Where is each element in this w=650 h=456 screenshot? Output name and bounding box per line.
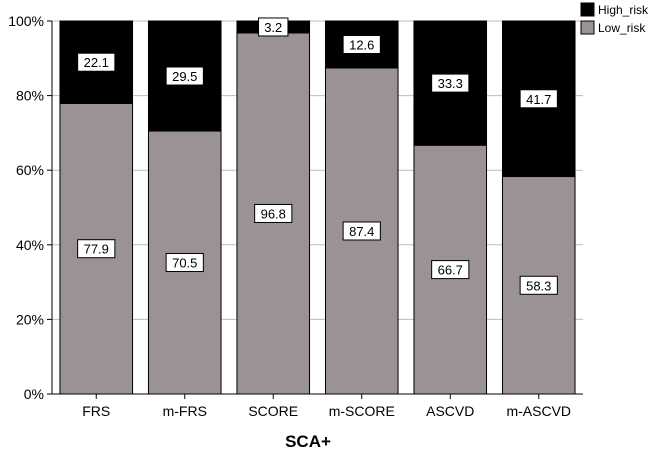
- data-labels: 77.9 22.1 70.5 29.5 96.8 3.2 87.4 12.6 66.7 33.3 5…: [77, 17, 558, 295]
- y-tick-label: 0%: [24, 386, 44, 402]
- data-label-box: [519, 275, 558, 295]
- x-axis: FRS m-FRS SCORE m-SCORE ASCVD m-ASCVD: [52, 393, 583, 419]
- x-tick-label: m-FRS: [163, 403, 207, 419]
- data-label: 96.8: [261, 206, 286, 221]
- data-label-box: [77, 52, 116, 72]
- data-label: 77.9: [84, 242, 109, 257]
- x-tick-label: m-ASCVD: [506, 403, 571, 419]
- data-label: 22.1: [84, 55, 109, 70]
- data-label: 66.7: [438, 263, 463, 278]
- data-label-box: [165, 253, 204, 273]
- y-tick-label: 100%: [8, 13, 44, 29]
- y-tick-label: 20%: [16, 311, 44, 327]
- legend-label: High_risk: [598, 3, 649, 17]
- data-label-box: [342, 221, 381, 241]
- data-label: 41.7: [526, 92, 551, 107]
- data-label: 3.2: [264, 20, 282, 35]
- data-label-box: [77, 239, 116, 259]
- data-label-box: [431, 260, 470, 280]
- y-tick-label: 80%: [16, 88, 44, 104]
- data-label: 12.6: [349, 37, 374, 52]
- x-tick-label: ASCVD: [426, 403, 474, 419]
- x-axis-title: SCA+: [285, 432, 331, 451]
- y-tick-label: 40%: [16, 237, 44, 253]
- data-label: 29.5: [172, 69, 197, 84]
- data-label: 70.5: [172, 256, 197, 271]
- data-label-box: [254, 203, 293, 223]
- data-label: 58.3: [526, 278, 551, 293]
- x-tick-label: FRS: [82, 403, 110, 419]
- y-axis: 0% 20% 40% 60% 80% 100%: [8, 13, 53, 402]
- legend: High_risk Low_risk: [580, 2, 649, 35]
- data-label: 87.4: [349, 224, 374, 239]
- x-tick-label: m-SCORE: [329, 403, 395, 419]
- bars: [59, 20, 576, 395]
- y-tick-label: 60%: [16, 162, 44, 178]
- data-label-box: [258, 17, 289, 37]
- legend-swatch: [580, 2, 595, 17]
- legend-label: Low_risk: [598, 21, 646, 35]
- x-tick-label: SCORE: [248, 403, 298, 419]
- data-label: 33.3: [438, 76, 463, 91]
- data-label-box: [165, 66, 204, 86]
- data-label-box: [519, 89, 558, 109]
- data-label-box: [431, 73, 470, 93]
- data-label-box: [342, 34, 381, 54]
- legend-swatch: [580, 20, 595, 35]
